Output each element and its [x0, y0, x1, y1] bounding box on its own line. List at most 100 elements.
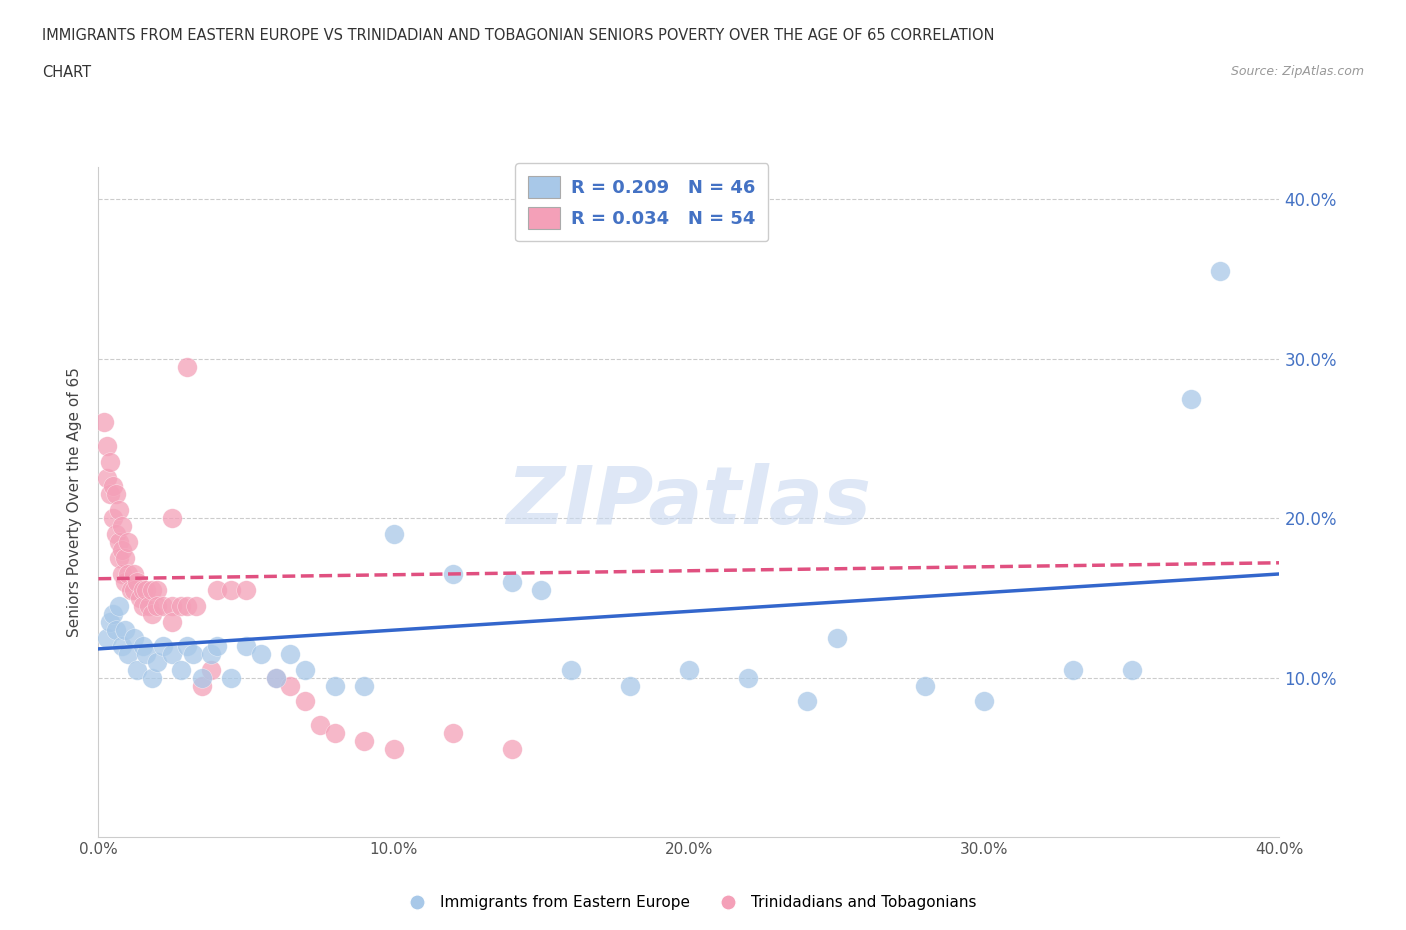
Point	[382, 742, 405, 757]
Point	[138, 598, 160, 613]
Point	[309, 718, 332, 733]
Point	[219, 671, 242, 685]
Point	[200, 646, 222, 661]
Point	[98, 615, 121, 630]
Point	[141, 606, 163, 621]
Point	[111, 566, 134, 581]
Point	[120, 582, 142, 597]
Point	[103, 511, 125, 525]
Point	[200, 662, 222, 677]
Point	[111, 638, 134, 653]
Point	[108, 503, 131, 518]
Point	[105, 622, 128, 637]
Point	[278, 646, 302, 661]
Point	[737, 671, 759, 685]
Point	[678, 662, 700, 677]
Point	[132, 638, 155, 653]
Point	[294, 662, 316, 677]
Point	[114, 575, 136, 590]
Point	[132, 598, 155, 613]
Point	[117, 535, 139, 550]
Point	[1062, 662, 1084, 677]
Point	[114, 622, 136, 637]
Point	[250, 646, 273, 661]
Point	[93, 415, 115, 430]
Point	[205, 638, 228, 653]
Point	[235, 638, 257, 653]
Legend: Immigrants from Eastern Europe, Trinidadians and Tobagonians: Immigrants from Eastern Europe, Trinidad…	[395, 889, 983, 916]
Point	[108, 535, 131, 550]
Text: IMMIGRANTS FROM EASTERN EUROPE VS TRINIDADIAN AND TOBAGONIAN SENIORS POVERTY OVE: IMMIGRANTS FROM EASTERN EUROPE VS TRINID…	[42, 28, 994, 43]
Point	[152, 598, 174, 613]
Point	[501, 742, 523, 757]
Point	[501, 575, 523, 590]
Point	[117, 566, 139, 581]
Point	[235, 582, 257, 597]
Point	[1121, 662, 1143, 677]
Point	[135, 582, 157, 597]
Point	[294, 694, 316, 709]
Point	[914, 678, 936, 693]
Point	[125, 575, 148, 590]
Point	[146, 654, 169, 669]
Point	[141, 671, 163, 685]
Point	[105, 526, 128, 541]
Point	[125, 662, 148, 677]
Point	[162, 615, 183, 630]
Point	[122, 582, 145, 597]
Point	[128, 591, 150, 605]
Point	[181, 646, 204, 661]
Point	[108, 551, 131, 565]
Point	[122, 631, 145, 645]
Point	[152, 638, 174, 653]
Text: CHART: CHART	[42, 65, 91, 80]
Point	[114, 551, 136, 565]
Point	[96, 471, 118, 485]
Point	[1209, 263, 1232, 278]
Point	[146, 582, 169, 597]
Point	[796, 694, 818, 709]
Point	[135, 646, 157, 661]
Point	[98, 455, 121, 470]
Point	[96, 631, 118, 645]
Point	[103, 606, 125, 621]
Point	[530, 582, 553, 597]
Point	[205, 582, 228, 597]
Point	[191, 671, 214, 685]
Point	[176, 638, 198, 653]
Point	[441, 566, 464, 581]
Y-axis label: Seniors Poverty Over the Age of 65: Seniors Poverty Over the Age of 65	[67, 367, 83, 637]
Point	[141, 582, 163, 597]
Point	[176, 598, 198, 613]
Point	[170, 598, 193, 613]
Point	[191, 678, 214, 693]
Point	[441, 726, 464, 741]
Point	[162, 646, 183, 661]
Point	[111, 519, 134, 534]
Point	[176, 359, 198, 374]
Point	[323, 726, 346, 741]
Point	[108, 598, 131, 613]
Point	[146, 598, 169, 613]
Text: ZIPatlas: ZIPatlas	[506, 463, 872, 541]
Point	[162, 511, 183, 525]
Point	[560, 662, 582, 677]
Point	[170, 662, 193, 677]
Point	[382, 526, 405, 541]
Point	[264, 671, 287, 685]
Point	[619, 678, 641, 693]
Point	[278, 678, 302, 693]
Point	[1180, 392, 1202, 406]
Point	[122, 566, 145, 581]
Point	[264, 671, 287, 685]
Point	[353, 678, 375, 693]
Point	[973, 694, 995, 709]
Point	[117, 646, 139, 661]
Point	[219, 582, 242, 597]
Point	[162, 598, 183, 613]
Point	[825, 631, 848, 645]
Text: Source: ZipAtlas.com: Source: ZipAtlas.com	[1230, 65, 1364, 78]
Point	[98, 486, 121, 501]
Point	[103, 479, 125, 494]
Point	[353, 734, 375, 749]
